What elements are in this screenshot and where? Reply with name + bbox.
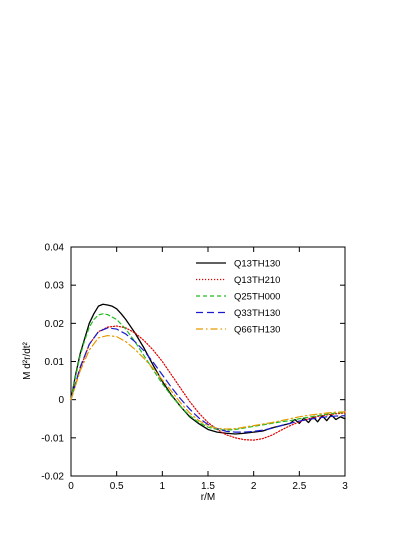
- y-tick-label: 0: [58, 395, 64, 406]
- x-tick-label: 1: [160, 481, 166, 492]
- y-axis-label: M d²r/dt²: [22, 341, 33, 379]
- legend: Q13TH130 Q13TH210 Q25TH000 Q33TH130 Q66TH130: [196, 259, 280, 336]
- y-tick-label: 0.01: [45, 357, 65, 368]
- y-tick-label: 0.02: [45, 319, 65, 330]
- x-tick-label: 1.5: [201, 481, 215, 492]
- legend-label: Q13TH210: [234, 275, 280, 286]
- y-tick-label: -0.02: [41, 472, 64, 483]
- legend-label: Q33TH130: [234, 308, 280, 319]
- plot-frame: [70, 246, 346, 477]
- series-line-q33th130: [70, 327, 346, 433]
- y-tick-label: 0.04: [45, 243, 65, 254]
- x-axis-label: r/M: [201, 492, 215, 503]
- x-tick-label: 0.5: [110, 481, 124, 492]
- axis-ticks: 0 0.5 1 1.5 2 2.5 3 -0.02 -0.01 0 0.01 0.02 0.03 0.04: [41, 243, 348, 493]
- series-line-q13th210: [70, 325, 346, 441]
- legend-label: Q66TH130: [234, 325, 280, 336]
- legend-label: Q13TH130: [234, 259, 280, 270]
- x-tick-label: 0: [68, 481, 74, 492]
- series-line-q25th000: [70, 313, 346, 431]
- series-lines: [70, 303, 346, 441]
- series-line-q66th130: [70, 334, 346, 430]
- y-tick-label: -0.01: [41, 433, 64, 444]
- series-line-q13th130: [70, 303, 346, 435]
- x-tick-label: 2.5: [292, 481, 306, 492]
- legend-label: Q25TH000: [234, 292, 280, 303]
- x-tick-label: 2: [251, 481, 257, 492]
- y-tick-label: 0.03: [45, 281, 65, 292]
- x-tick-label: 3: [342, 481, 348, 492]
